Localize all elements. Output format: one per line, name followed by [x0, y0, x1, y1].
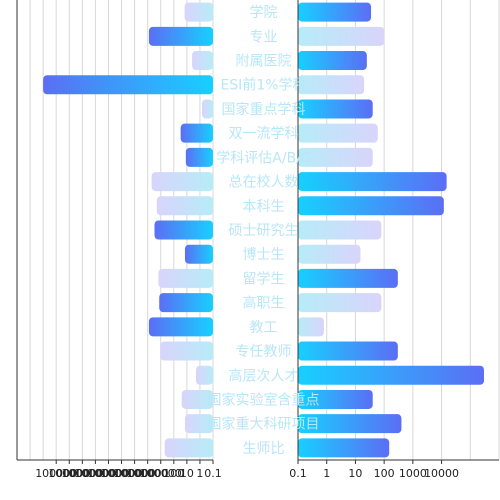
- right-bar: [298, 220, 382, 240]
- category-label: 附属医院: [236, 54, 292, 70]
- right-bar: [298, 75, 365, 95]
- left-bar: [192, 51, 213, 71]
- category-label: ESI前1%学科: [220, 77, 306, 94]
- left-bar: [180, 123, 213, 143]
- category-label: 国家实验室含重点: [208, 391, 320, 408]
- left-bar: [184, 244, 213, 264]
- category-label: 学院: [250, 5, 278, 21]
- category-label: 留学生: [243, 271, 285, 287]
- left-tick-label: 100000: [35, 467, 77, 480]
- right-bar: [298, 438, 390, 458]
- right-bar: [298, 99, 373, 119]
- left-tick-label: 100000: [87, 467, 129, 480]
- axis-layer: 1000001000001000001000001000001000001000…: [16, 0, 499, 480]
- category-label: 生师比: [243, 441, 285, 457]
- right-tick-label: 100: [374, 467, 395, 480]
- category-label: 学科评估A/B/C: [216, 150, 311, 166]
- right-bar: [298, 365, 484, 385]
- left-tick-label: 100000: [101, 467, 143, 480]
- right-tick-label: 1: [323, 467, 330, 480]
- category-label: 高职生: [243, 295, 285, 312]
- right-bar: [298, 196, 444, 216]
- left-tick-label: 10: [180, 467, 194, 480]
- left-bar: [184, 2, 213, 22]
- left-bar: [164, 438, 213, 458]
- right-bar: [298, 51, 367, 71]
- right-bar: [298, 414, 402, 434]
- right-tick-label: 10: [348, 467, 362, 480]
- right-bar: [298, 172, 447, 192]
- right-bar: [298, 341, 398, 361]
- left-bar: [201, 99, 213, 119]
- bar-layer: [43, 2, 484, 458]
- left-bar: [185, 147, 213, 167]
- left-bar: [156, 196, 213, 216]
- left-bar: [151, 172, 213, 192]
- category-label: 硕士研究生: [229, 223, 299, 239]
- left-bar: [148, 317, 213, 337]
- right-bar: [298, 123, 378, 143]
- left-bar: [181, 389, 213, 409]
- left-bar: [159, 293, 213, 313]
- right-tick-label: 1000: [399, 467, 427, 480]
- category-label: 国家重大科研项目: [208, 416, 320, 433]
- left-tick-label: 100000: [74, 467, 116, 480]
- right-bar: [298, 317, 324, 337]
- category-label: 高层次人才: [229, 367, 299, 384]
- right-bar: [298, 2, 372, 22]
- category-label: 博士生: [243, 246, 285, 263]
- left-bar: [195, 365, 213, 385]
- left-tick-label: 100000: [48, 467, 90, 480]
- left-bar: [160, 341, 213, 361]
- category-label: 本科生: [243, 199, 285, 215]
- left-bar: [184, 414, 213, 434]
- left-bar: [154, 220, 213, 240]
- category-label: 教工: [250, 320, 278, 336]
- category-label: 双一流学科: [229, 126, 299, 142]
- right-bar: [298, 268, 398, 288]
- category-label: 专业: [250, 29, 278, 45]
- right-bar: [298, 293, 382, 313]
- left-bar: [158, 268, 213, 288]
- left-tick-label: 100000: [127, 467, 169, 480]
- right-bar: [298, 389, 373, 409]
- left-bar: [148, 26, 213, 46]
- right-tick-label: 10000: [424, 467, 459, 480]
- right-bar: [298, 26, 385, 46]
- left-tick-label: 100000: [140, 467, 182, 480]
- left-tick-label: 100000: [114, 467, 156, 480]
- category-label: 国家重点学科: [222, 101, 306, 118]
- right-bar: [298, 147, 373, 167]
- category-label: 专任教师: [236, 344, 292, 360]
- category-label: 总在校人数: [229, 174, 299, 191]
- left-bar: [43, 75, 214, 95]
- left-tick-label: 100: [163, 467, 184, 480]
- left-tick-label: 0.1: [204, 467, 222, 480]
- right-bar: [298, 244, 361, 264]
- right-tick-label: 0.1: [289, 467, 307, 480]
- left-tick-label: 100000: [61, 467, 103, 480]
- left-tick-label: 1: [196, 467, 203, 480]
